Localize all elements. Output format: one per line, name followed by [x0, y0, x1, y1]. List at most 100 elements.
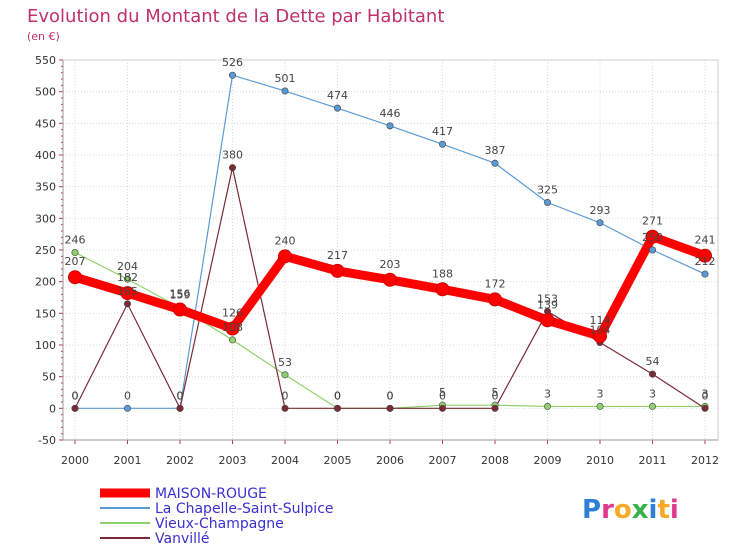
data-label-s1-11: 250	[642, 231, 663, 244]
data-point-s0-2	[173, 302, 187, 317]
data-label-s1-3: 526	[222, 56, 243, 69]
legend-label-2: Vieux-Champagne	[155, 516, 284, 532]
data-label-s1-6: 446	[380, 107, 401, 120]
data-point-s2-4	[281, 371, 289, 379]
data-label-s0-3: 126	[222, 307, 243, 320]
data-label-s1-5: 474	[327, 89, 348, 102]
data-point-s3-1	[124, 300, 132, 308]
data-point-s1-1	[124, 404, 132, 412]
data-label-s3-11: 54	[646, 355, 660, 368]
y-tick-label: 350	[35, 181, 56, 194]
data-point-s2-11	[648, 402, 656, 410]
x-tick-label: 2004	[271, 454, 299, 467]
axes: -500501001502002503003504004505005502000…	[35, 54, 719, 467]
chart-subtitle: (en €)	[27, 30, 60, 43]
y-tick-label: 50	[42, 371, 56, 384]
data-label-s3-5: 0	[334, 389, 341, 402]
legend-label-3: Vanvillé	[155, 531, 210, 547]
data-label-s1-4: 501	[275, 72, 296, 85]
y-tick-label: 550	[35, 54, 56, 67]
data-point-s0-7	[435, 282, 450, 297]
data-point-s0-3	[225, 321, 240, 336]
data-point-s0-4	[278, 249, 292, 264]
logo-letter: o	[614, 495, 632, 525]
data-label-s0-5: 217	[327, 249, 348, 262]
data-point-s3-0	[71, 404, 79, 412]
data-label-s2-4: 53	[278, 356, 292, 369]
data-label-s2-5: 0	[334, 389, 341, 402]
data-point-s1-9	[543, 199, 551, 207]
data-label-s3-9: 153	[537, 292, 558, 305]
data-label-s3-1: 165	[117, 285, 138, 298]
legend-label-1: La Chapelle-Saint-Sulpice	[155, 501, 334, 517]
data-label-s3-10: 104	[590, 323, 611, 336]
data-label-s0-2: 156	[170, 288, 191, 301]
data-label-s3-0: 0	[72, 389, 79, 402]
data-point-s1-8	[491, 159, 499, 167]
y-tick-label: 500	[35, 86, 56, 99]
data-point-s0-9	[540, 313, 555, 328]
data-point-s0-10	[593, 329, 607, 344]
data-label-s2-10: 3	[597, 387, 604, 400]
data-point-s3-4	[281, 404, 289, 412]
data-label-s2-2: 159	[170, 289, 191, 302]
x-tick-label: 2002	[166, 454, 194, 467]
x-tick-label: 2000	[61, 454, 89, 467]
data-point-s2-0	[71, 249, 79, 257]
x-tick-label: 2010	[586, 454, 614, 467]
x-tick-label: 2005	[324, 454, 352, 467]
x-tick-label: 2001	[114, 454, 142, 467]
x-tick-label: 2012	[691, 454, 719, 467]
data-point-s0-12	[698, 248, 712, 263]
data-point-s0-0	[68, 270, 82, 285]
data-point-s1-6	[386, 122, 394, 130]
data-label-s0-9: 139	[537, 298, 558, 311]
x-tick-label: 2006	[376, 454, 404, 467]
data-label-s1-9: 325	[537, 184, 558, 197]
data-label-s3-4: 0	[282, 389, 289, 402]
data-label-s0-1: 182	[117, 271, 138, 284]
data-label-s2-12: 3	[702, 387, 709, 400]
y-tick-label: 150	[35, 307, 56, 320]
y-tick-label: 400	[35, 149, 56, 162]
proxiti-logo-text: Proxiti	[582, 495, 679, 525]
data-point-s0-6	[383, 272, 397, 287]
data-label-s3-7: 0	[439, 389, 446, 402]
data-label-s0-12: 241	[695, 234, 716, 247]
x-tick-label: 2011	[639, 454, 667, 467]
data-point-s2-3	[229, 336, 237, 344]
data-labels: 0 0 05265014744464173873252932502122462041…	[65, 56, 716, 402]
chart-title: Evolution du Montant de la Dette par Hab…	[27, 6, 444, 27]
data-label-s0-11: 271	[642, 215, 663, 228]
data-label-s0-8: 172	[485, 277, 506, 290]
data-label-s2-0: 246	[65, 234, 86, 247]
data-label-s1-8: 387	[485, 144, 506, 157]
logo-letter: t	[657, 495, 669, 525]
y-tick-label: 450	[35, 117, 56, 130]
data-label-s2-9: 3	[544, 387, 551, 400]
data-label-s0-0: 207	[65, 255, 86, 268]
y-tick-label: 100	[35, 339, 56, 352]
logo-letter: i	[649, 495, 658, 525]
data-label-s1-1: 0	[124, 389, 131, 402]
data-label-s2-7: 5	[439, 386, 446, 399]
logo-letter: r	[601, 495, 614, 525]
y-tick-label: 250	[35, 244, 56, 257]
data-point-s1-3	[229, 71, 237, 79]
data-label-s1-12: 212	[695, 255, 716, 268]
data-label-s3-12: 0	[702, 389, 709, 402]
series-points	[68, 71, 712, 412]
y-tick-label: 300	[35, 212, 56, 225]
data-label-s3-8: 0	[492, 389, 499, 402]
y-tick-label: 200	[35, 276, 56, 289]
data-point-s2-1	[124, 275, 132, 283]
data-label-s3-2: 0	[177, 389, 184, 402]
data-point-s2-10	[596, 402, 604, 410]
data-point-s3-6	[386, 404, 394, 412]
logo-letter: x	[632, 495, 649, 525]
proxiti-logo: Proxiti	[582, 495, 679, 525]
legend-label-0: MAISON-ROUGE	[155, 486, 267, 502]
data-label-s3-6: 0	[387, 389, 394, 402]
data-point-s3-3	[229, 164, 237, 172]
